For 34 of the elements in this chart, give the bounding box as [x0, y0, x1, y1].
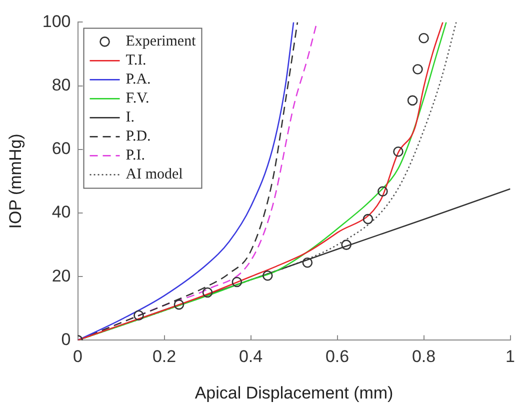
legend-label: P.D. [126, 128, 151, 145]
x-tick-label: 0.6 [325, 347, 350, 366]
point [134, 310, 144, 321]
point [412, 64, 423, 74]
legend-label: I. [126, 110, 135, 126]
point [378, 186, 388, 197]
point [174, 299, 184, 310]
x-tick-label: 0.8 [412, 347, 436, 366]
y-tick-label: 20 [52, 266, 71, 286]
point [418, 32, 429, 44]
legend-label: Experiment [126, 34, 197, 50]
point [232, 276, 242, 288]
y-tick-label: 0 [61, 330, 71, 349]
y-tick-label: 100 [42, 12, 71, 31]
legend-label: AI model [126, 166, 183, 183]
y-tick-label: 60 [52, 139, 71, 158]
y-axis-title: IOP (mmHg) [6, 134, 25, 229]
point [262, 270, 273, 281]
y-tick-label: 80 [52, 75, 71, 94]
point [407, 95, 418, 106]
point [302, 257, 313, 268]
x-tick-label: 0.4 [238, 347, 263, 366]
legend-label: F.V. [126, 90, 150, 107]
x-axis-title: Apical Displacement (mm) [194, 383, 394, 402]
legend-label: P.A. [126, 72, 151, 88]
point [362, 214, 374, 224]
legend-label: T.I. [126, 52, 146, 69]
x-tick-label: 0.2 [152, 347, 176, 366]
x-tick-label: 1 [506, 347, 516, 366]
legend-label: P.I. [126, 148, 145, 164]
point [393, 146, 404, 157]
point [202, 287, 213, 298]
point [341, 240, 352, 250]
y-tick-label: 40 [52, 202, 71, 222]
